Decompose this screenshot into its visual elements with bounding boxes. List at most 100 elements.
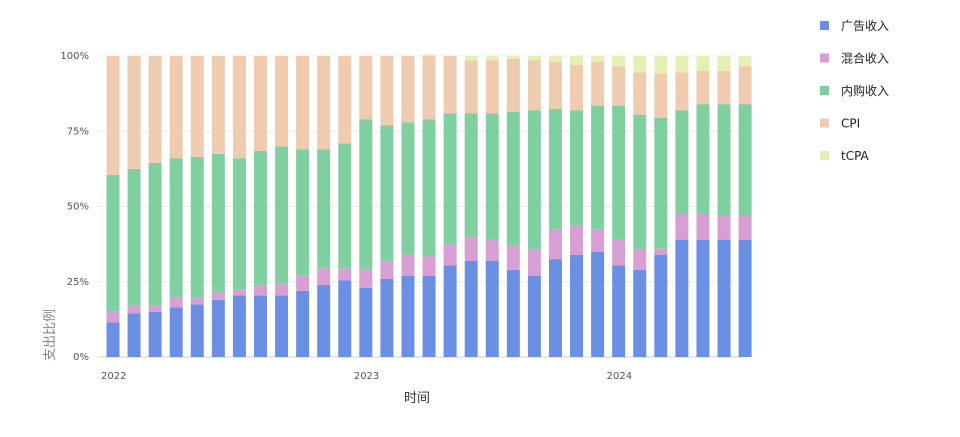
bar-segment-5-2023-06 xyxy=(464,56,478,61)
bar-segment-2-2024-05 xyxy=(696,214,710,240)
bar-segment-1-2023-03 xyxy=(401,275,415,357)
bar-segment-3-2022-02 xyxy=(127,168,141,306)
bar-segment-2-2024-01 xyxy=(612,239,626,266)
bar-segment-1-2023-02 xyxy=(380,278,394,357)
bar-segment-2-2023-03 xyxy=(401,254,415,276)
bar-segment-5-2023-08 xyxy=(506,56,520,60)
y-tick-label: 75% xyxy=(67,126,89,137)
bar-segment-3-2023-01 xyxy=(359,119,373,270)
bar-segment-2-2023-08 xyxy=(506,245,520,270)
bar-segment-3-2023-02 xyxy=(380,125,394,261)
bar-segment-3-2023-03 xyxy=(401,122,415,255)
bar-segment-3-2023-05 xyxy=(443,113,457,245)
x-tick-label: 2024 xyxy=(607,371,632,382)
axes: 0% 25% 50% 75% 100% 2022 2023 2024 xyxy=(60,51,632,382)
bar-segment-4-2022-01 xyxy=(106,56,120,175)
bar-segment-1-2022-02 xyxy=(127,313,141,357)
bar-segment-4-2022-07 xyxy=(232,56,246,159)
bar-segment-4-2022-10 xyxy=(296,56,310,150)
bar-segment-1-2023-04 xyxy=(422,275,436,357)
bar-segment-3-2022-05 xyxy=(190,156,204,299)
bar-segment-4-2024-03 xyxy=(654,74,668,118)
bar-segment-1-2022-11 xyxy=(317,284,331,357)
bar-segment-4-2023-09 xyxy=(527,60,541,111)
bar-segment-5-2024-01 xyxy=(612,56,626,67)
bar-segment-3-2023-09 xyxy=(527,110,541,249)
bar-segment-5-2023-12 xyxy=(591,56,605,63)
bar-segment-1-2022-03 xyxy=(148,311,162,357)
bar-segment-2-2023-10 xyxy=(548,229,562,260)
bar-segment-4-2023-04 xyxy=(422,56,436,120)
x-axis-title: 时间 xyxy=(404,391,430,406)
bar-segment-3-2023-06 xyxy=(464,113,478,237)
bar-segment-1-2024-01 xyxy=(612,265,626,357)
bar-segment-1-2023-09 xyxy=(527,275,541,357)
bar-segment-1-2022-04 xyxy=(169,307,183,357)
bar-segment-3-2023-10 xyxy=(548,108,562,230)
bar-segment-1-2023-05 xyxy=(443,265,457,357)
bar-segment-2-2024-06 xyxy=(717,215,731,240)
bar-segment-2-2024-03 xyxy=(654,248,668,255)
bar-segment-1-2024-05 xyxy=(696,239,710,357)
bar-segment-3-2022-06 xyxy=(211,153,225,293)
bar-segment-4-2022-04 xyxy=(169,56,183,159)
bar-segment-2-2022-02 xyxy=(127,305,141,314)
bar-segment-2-2022-08 xyxy=(253,284,267,296)
bar-segment-1-2022-08 xyxy=(253,295,267,357)
bar-segment-1-2022-05 xyxy=(190,304,204,357)
y-axis-title: 支出比例 xyxy=(43,309,58,361)
bar-segment-3-2024-04 xyxy=(675,110,689,215)
bar-segment-1-2023-08 xyxy=(506,269,520,357)
bar-segment-2-2022-06 xyxy=(211,292,225,300)
bar-segment-4-2022-08 xyxy=(253,56,267,151)
y-tick-label: 100% xyxy=(60,51,89,62)
bar-segment-1-2024-04 xyxy=(675,239,689,357)
bar-segment-4-2024-04 xyxy=(675,72,689,111)
bar-segment-3-2022-11 xyxy=(317,149,331,269)
bar-segment-4-2022-05 xyxy=(190,56,204,157)
bar-segment-3-2022-07 xyxy=(232,158,246,290)
bar-segment-4-2022-03 xyxy=(148,56,162,163)
bar-segment-2-2022-01 xyxy=(106,311,120,323)
bar-segment-3-2022-10 xyxy=(296,149,310,276)
bar-segment-4-2023-08 xyxy=(506,59,520,112)
bar-segment-3-2024-07 xyxy=(738,104,752,216)
bar-segment-4-2023-01 xyxy=(359,56,373,120)
bar-segment-2-2023-12 xyxy=(591,229,605,252)
x-tick-label: 2022 xyxy=(101,371,126,382)
legend-swatch xyxy=(820,86,829,95)
bar-segment-2-2023-09 xyxy=(527,248,541,276)
bar-segment-3-2024-03 xyxy=(654,117,668,249)
bar-segment-3-2022-08 xyxy=(253,150,267,285)
legend-label: 内购收入 xyxy=(841,83,889,98)
bar-segment-4-2023-10 xyxy=(548,62,562,109)
bar-segment-2-2022-03 xyxy=(148,305,162,312)
bar-segment-1-2023-06 xyxy=(464,260,478,357)
bar-segment-4-2024-05 xyxy=(696,71,710,105)
bar-segment-1-2022-12 xyxy=(338,280,352,357)
legend-label: CPI xyxy=(841,117,860,131)
bar-segment-3-2022-09 xyxy=(275,146,289,284)
bar-segment-2-2024-02 xyxy=(633,248,647,270)
bars xyxy=(106,54,752,357)
bar-segment-2-2023-11 xyxy=(570,226,584,255)
bar-segment-3-2023-12 xyxy=(591,105,605,230)
bar-segment-4-2022-11 xyxy=(317,56,331,150)
y-tick-label: 25% xyxy=(67,277,89,288)
bar-segment-1-2024-06 xyxy=(717,239,731,357)
bar-segment-3-2023-04 xyxy=(422,119,436,257)
bar-segment-3-2022-03 xyxy=(148,162,162,306)
bar-segment-1-2023-01 xyxy=(359,287,373,357)
bar-segment-1-2023-12 xyxy=(591,251,605,357)
legend-label: tCPA xyxy=(841,149,870,163)
bar-segment-3-2023-08 xyxy=(506,111,520,246)
legend-label: 广告收入 xyxy=(841,19,889,33)
bar-segment-2-2022-04 xyxy=(169,296,183,308)
bar-segment-4-2023-06 xyxy=(464,60,478,114)
bar-segment-2-2023-02 xyxy=(380,260,394,279)
y-tick-label: 0% xyxy=(73,352,89,363)
legend-swatch xyxy=(820,118,829,128)
bar-segment-2-2024-07 xyxy=(738,215,752,240)
bar-segment-1-2024-07 xyxy=(738,239,752,357)
